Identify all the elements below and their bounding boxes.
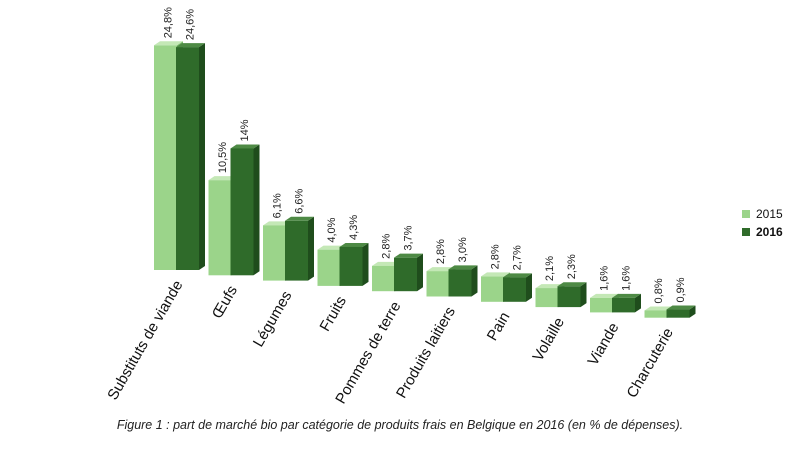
bar-side-2016-7 (580, 282, 587, 308)
bar-top-2016-4 (394, 253, 423, 258)
value-label-2016-3: 4,3% (348, 215, 360, 240)
bar-top-2016-3 (339, 242, 369, 247)
value-label-2016-1: 14% (239, 119, 251, 141)
bar-top-2015-9 (644, 306, 674, 311)
bar-side-2016-6 (526, 273, 532, 302)
bar-top-2015-5 (426, 267, 456, 272)
bar-top-2016-0 (176, 43, 205, 48)
bar-side-2016-3 (362, 242, 369, 286)
value-label-2016-4: 3,7% (403, 225, 415, 250)
value-label-2016-0: 24,6% (185, 9, 197, 40)
bar-front-2015-6 (481, 276, 504, 302)
value-label-2015-6: 2,8% (490, 244, 502, 269)
bar-top-2015-0 (154, 41, 183, 46)
bar-2016-1 (230, 144, 260, 276)
bar-front-2016-2 (285, 220, 308, 281)
bar-front-2015-7 (535, 288, 559, 308)
bar-2016-2 (285, 216, 314, 281)
value-label-2015-0: 24,8% (163, 7, 175, 38)
bar-top-2015-7 (535, 284, 565, 289)
bar-front-2016-5 (448, 269, 472, 297)
value-label-2015-7: 2,1% (544, 256, 556, 281)
category-label-2: Légumes (250, 288, 296, 350)
legend-swatch-2015 (742, 210, 750, 218)
category-label-8: Viande (585, 320, 623, 369)
bar-2016-8 (612, 293, 641, 313)
bar-front-2016-7 (557, 286, 581, 308)
bar-front-2016-0 (176, 47, 199, 271)
bar-2016-9 (666, 305, 696, 318)
value-label-2015-2: 6,1% (272, 193, 284, 218)
bar-top-2015-6 (481, 272, 510, 277)
category-label-5: Produits laitiers (393, 304, 459, 401)
legend-label-2016: 2016 (756, 225, 783, 239)
bar-front-2015-1 (208, 180, 232, 276)
bar-top-2016-8 (612, 293, 641, 298)
bar-top-2016-1 (230, 144, 260, 149)
value-label-2016-6: 2,7% (512, 245, 524, 270)
value-label-2015-4: 2,8% (381, 234, 393, 259)
legend-label-2015: 2015 (756, 207, 783, 221)
figure-caption: Figure 1 : part de marché bio par catégo… (116, 418, 684, 432)
bar-front-2016-3 (339, 246, 363, 286)
bar-front-2015-5 (426, 271, 450, 297)
category-label-7: Volaille (529, 315, 567, 365)
value-label-2015-5: 2,8% (435, 239, 447, 264)
value-label-2015-8: 1,6% (599, 266, 611, 291)
bar-side-2016-1 (253, 144, 260, 276)
bar-top-2015-3 (317, 245, 347, 250)
value-label-2016-9: 0,9% (675, 277, 687, 302)
legend-item-2015: 2015 (742, 205, 783, 223)
category-label-1: Œufs (209, 283, 241, 322)
bar-top-2015-1 (208, 176, 238, 181)
bar-front-2015-4 (372, 265, 395, 292)
bar-top-2016-2 (285, 216, 314, 221)
bar-top-2016-9 (666, 305, 696, 310)
bar-2016-6 (503, 273, 532, 302)
bar-top-2016-5 (448, 265, 478, 270)
bar-front-2016-4 (394, 257, 417, 292)
bar-chart: 24,8% 24,6% Substituts de viande 10,5% 14% Œu… (104, 7, 696, 407)
bar-2016-7 (557, 282, 587, 308)
bar-side-2016-0 (199, 43, 205, 271)
bar-2016-5 (448, 265, 478, 297)
value-label-2016-5: 3,0% (457, 237, 469, 262)
bar-front-2016-8 (612, 297, 635, 313)
category-label-9: Charcuterie (623, 325, 676, 401)
bar-top-2015-8 (590, 293, 619, 298)
legend: 2015 2016 (742, 205, 783, 241)
category-label-6: Pain (484, 309, 514, 344)
bar-2016-0 (176, 43, 205, 271)
value-label-2015-3: 4,0% (326, 217, 338, 242)
bar-top-2015-2 (263, 221, 292, 226)
legend-swatch-2016 (742, 228, 750, 236)
bar-front-2015-3 (317, 249, 341, 286)
legend-item-2016: 2016 (742, 223, 783, 241)
bar-top-2016-6 (503, 273, 532, 278)
bar-side-2016-8 (635, 293, 641, 313)
value-label-2015-9: 0,8% (653, 278, 665, 303)
category-label-0: Substituts de viande (104, 278, 186, 403)
bar-front-2015-2 (263, 225, 286, 281)
bar-side-2016-4 (417, 253, 423, 292)
bar-front-2016-9 (666, 309, 690, 318)
value-label-2016-8: 1,6% (621, 266, 633, 291)
bar-side-2016-2 (308, 216, 314, 281)
bar-2016-3 (339, 242, 369, 286)
value-label-2015-1: 10,5% (217, 142, 229, 173)
bar-front-2015-9 (644, 310, 668, 318)
bar-side-2016-9 (689, 305, 696, 318)
bar-2016-4 (394, 253, 423, 292)
bar-top-2015-4 (372, 261, 401, 266)
category-label-3: Fruits (316, 293, 349, 334)
value-label-2016-7: 2,3% (566, 254, 578, 279)
value-label-2016-2: 6,6% (294, 189, 306, 214)
bar-side-2016-5 (471, 265, 478, 297)
bar-front-2015-0 (154, 45, 177, 271)
bar-front-2016-1 (230, 148, 254, 276)
bar-top-2016-7 (557, 282, 587, 287)
bar-front-2015-8 (590, 297, 613, 313)
bar-front-2016-6 (503, 277, 526, 302)
